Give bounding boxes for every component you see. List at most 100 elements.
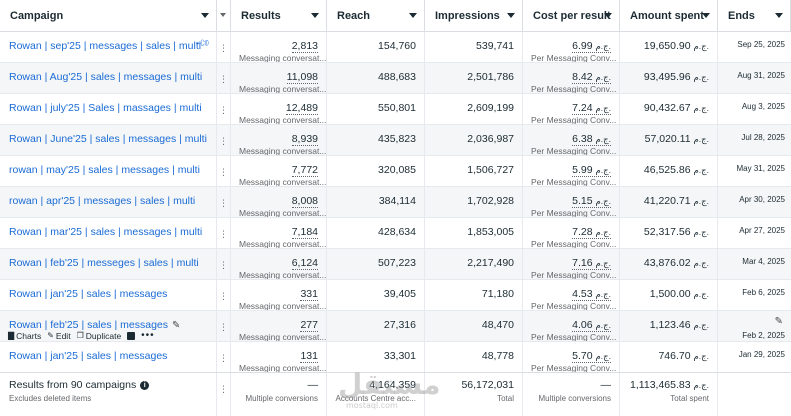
chevron-down-icon[interactable]: [311, 13, 319, 18]
column-header-reach[interactable]: Reach: [327, 0, 425, 31]
table-row[interactable]: Rowan | mar'25 | sales | messages | mult…: [0, 218, 791, 249]
cost-per-result-type: Per Messaging Conv...: [531, 208, 617, 217]
spent-amount: 1,123.46: [649, 319, 691, 331]
edit-action[interactable]: ✎ Edit: [47, 331, 70, 341]
table-row[interactable]: Rowan | feb'25 | sales | messages ✎ ▇ Chart…: [0, 311, 791, 342]
column-header-impressions[interactable]: Impressions: [425, 0, 523, 31]
results-type: Messaging conversat...: [239, 301, 327, 310]
cost-per-result-cell: 7.16 ج.م. Per Messaging Conv...: [523, 249, 620, 279]
impressions-cell: 48,778: [425, 342, 523, 372]
ends-date: May 31, 2025: [736, 164, 785, 173]
cost-per-result-cell: 6.99 ج.م. Per Messaging Conv...: [523, 32, 620, 62]
results-value[interactable]: 331: [300, 288, 318, 301]
results-cell: 12,489 Messaging conversat...: [231, 94, 327, 124]
cost-per-result-value[interactable]: 5.70 ج.م.: [572, 350, 611, 363]
table-row[interactable]: Rowan | july'25 | Sales | massages | mul…: [0, 94, 791, 125]
table-row[interactable]: rowan | apr'25 | messages | sales | mult…: [0, 187, 791, 218]
duplicate-action[interactable]: ❐ Duplicate: [77, 331, 122, 341]
table-row[interactable]: Rowan | jan'25 | sales | messages ⋮ 331 Mes…: [0, 280, 791, 311]
table-row[interactable]: Rowan | sep'25 | messages | sales | mult…: [0, 32, 791, 63]
campaign-name-link[interactable]: Rowan | feb'25 | sales | messages ✎: [9, 319, 180, 331]
column-header-ends[interactable]: Ends: [718, 0, 791, 31]
campaign-cell: Rowan | June'25 | sales | messages | mul…: [0, 125, 217, 155]
edit-pencil-icon[interactable]: ✎: [172, 320, 181, 331]
campaign-name-link[interactable]: Rowan | jan'25 | sales | messages: [9, 288, 167, 300]
currency-label: ج.م.: [693, 258, 710, 268]
cost-per-result-value[interactable]: 7.24 ج.م.: [572, 102, 611, 115]
dotted-divider: ⋮: [219, 198, 228, 208]
chevron-down-icon[interactable]: [201, 13, 209, 18]
cost-per-result-cell: 7.24 ج.م. Per Messaging Conv...: [523, 94, 620, 124]
results-value[interactable]: 12,489: [285, 102, 318, 115]
chevron-down-icon[interactable]: [409, 13, 417, 18]
chevron-down-icon[interactable]: [604, 13, 612, 18]
cpr-amount: 4.06: [572, 319, 593, 331]
chevron-down-icon[interactable]: [507, 13, 515, 18]
cost-per-result-value[interactable]: 6.38 ج.م.: [572, 133, 611, 146]
column-header-results[interactable]: Results: [231, 0, 327, 31]
summary-campaign-cell: Results from 90 campaigns i Excludes del…: [0, 373, 217, 416]
results-value[interactable]: 8,008: [291, 195, 318, 208]
currency-label: ج.م.: [595, 196, 612, 206]
column-header-campaign[interactable]: Campaign: [0, 0, 217, 31]
results-cell: 8,008 Messaging conversat...: [231, 187, 327, 217]
column-header-delivery[interactable]: [217, 0, 231, 31]
results-cell: 2,813 Messaging conversat...: [231, 32, 327, 62]
currency-label: ج.م.: [693, 41, 710, 51]
cost-per-result-value[interactable]: 4.53 ج.م.: [572, 288, 611, 301]
results-value[interactable]: 277: [300, 319, 318, 332]
campaign-name-link[interactable]: Rowan | Aug'25 | sales | messages | mult…: [9, 71, 202, 83]
charts-action[interactable]: ▇ Charts: [8, 331, 41, 341]
more-options-icon[interactable]: •••: [141, 330, 155, 341]
results-value[interactable]: 7,184: [291, 226, 318, 239]
dotted-divider: ⋮: [219, 105, 228, 115]
table-header: Campaign Results Reach Impressions Cost …: [0, 0, 791, 32]
table-row[interactable]: Rowan | feb'25 | messeges | sales | mult…: [0, 249, 791, 280]
table-row[interactable]: Rowan | June'25 | sales | messages | mul…: [0, 125, 791, 156]
chevron-down-icon[interactable]: [220, 13, 226, 17]
campaign-name-link[interactable]: Rowan | feb'25 | messeges | sales | mult…: [9, 257, 199, 269]
currency-label: ج.م.: [595, 258, 612, 268]
cost-per-result-value[interactable]: 8.42 ج.م.: [572, 71, 611, 84]
cost-per-result-value[interactable]: 4.06 ج.م.: [572, 319, 611, 332]
campaign-name-link[interactable]: Rowan | mar'25 | sales | messages | mult…: [9, 226, 202, 238]
table-row[interactable]: Rowan | jan'25 | sales | messages ⋮ 131 Mes…: [0, 342, 791, 373]
compare-action[interactable]: [127, 331, 136, 340]
cost-per-result-value[interactable]: 7.28 ج.م.: [572, 226, 611, 239]
results-value[interactable]: 8,939: [291, 133, 318, 146]
edit-pencil-icon[interactable]: ✎: [774, 316, 783, 327]
table-row[interactable]: Rowan | Aug'25 | sales | messages | mult…: [0, 63, 791, 94]
impressions-cell: 1,853,005: [425, 218, 523, 248]
amount-spent-cell: 19,650.90 ج.م.: [620, 32, 718, 62]
impressions-value: 71,180: [481, 288, 514, 300]
campaign-name-link[interactable]: rowan | apr'25 | messages | sales | mult…: [9, 195, 195, 207]
column-header-amount-spent[interactable]: Amount spent: [620, 0, 718, 31]
cost-per-result-value[interactable]: 6.99 ج.م.: [572, 40, 611, 53]
results-value[interactable]: 131: [300, 350, 318, 363]
campaign-name-link[interactable]: Rowan | June'25 | sales | messages | mul…: [9, 133, 207, 145]
results-value[interactable]: 11,098: [286, 71, 318, 84]
ends-cell: Apr 27, 2025: [718, 218, 791, 248]
campaign-name-link[interactable]: Rowan | july'25 | Sales | massages | mul…: [9, 102, 202, 114]
info-icon[interactable]: i: [140, 380, 150, 390]
campaign-name-link[interactable]: Rowan | sep'25 | messages | sales | mult…: [9, 40, 201, 52]
cost-per-result-value[interactable]: 5.15 ج.م.: [572, 195, 611, 208]
results-value[interactable]: 7,772: [291, 164, 318, 177]
charts-label: Charts: [16, 330, 42, 341]
dotted-divider: ⋮: [219, 291, 228, 301]
delivery-cell: ⋮: [217, 249, 231, 279]
campaign-name-link[interactable]: rowan | may'25 | sales | messages | mult…: [9, 164, 200, 176]
cost-per-result-value[interactable]: 7.16 ج.م.: [572, 257, 611, 270]
results-value[interactable]: 2,813: [291, 40, 318, 53]
results-value[interactable]: 6,124: [291, 257, 318, 270]
chevron-down-icon[interactable]: [702, 13, 710, 18]
campaign-name-link[interactable]: Rowan | jan'25 | sales | messages: [9, 350, 167, 362]
delivery-cell: ⋮: [217, 218, 231, 248]
cost-per-result-value[interactable]: 5.99 ج.م.: [572, 164, 611, 177]
table-row[interactable]: rowan | may'25 | sales | messages | mult…: [0, 156, 791, 187]
reach-cell: 507,223: [327, 249, 425, 279]
summary-reach-cell: 4,164,359 Accounts Centre acc...: [327, 373, 425, 416]
chevron-down-icon[interactable]: [775, 13, 783, 18]
campaign-name-text: Rowan | sep'25 | messages | sales | mult…: [9, 40, 202, 52]
column-header-cost-per-result[interactable]: Cost per result: [523, 0, 620, 31]
